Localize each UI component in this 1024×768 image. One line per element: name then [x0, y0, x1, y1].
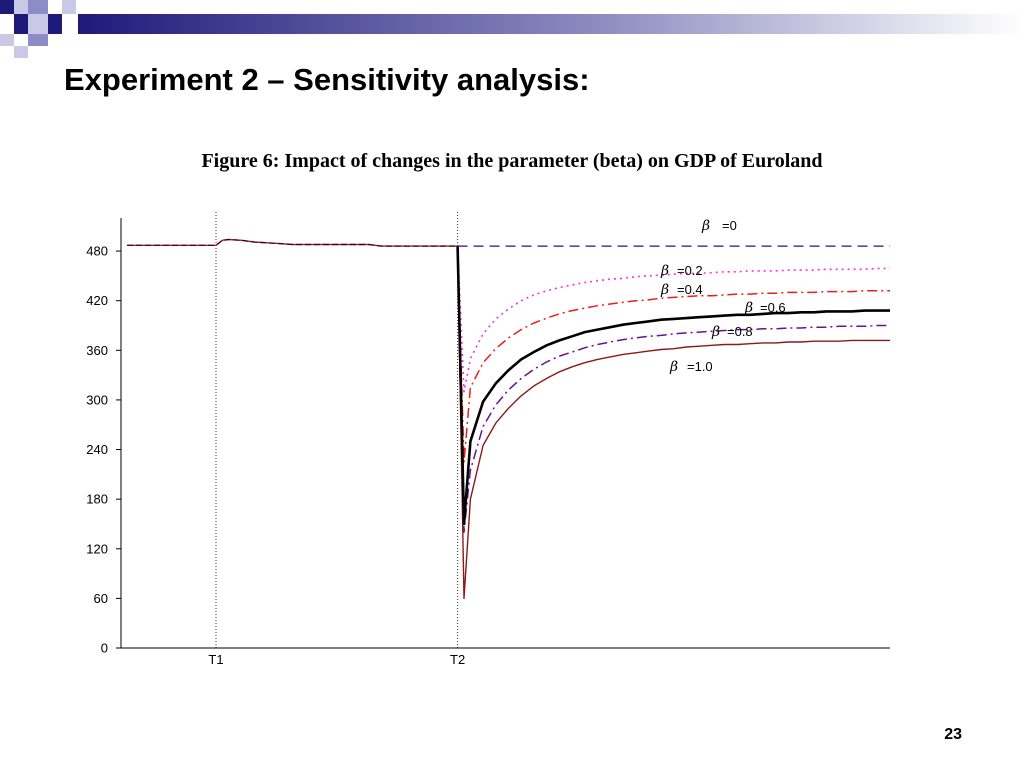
y-tick-label: 300	[86, 392, 108, 407]
page-number: 23	[944, 726, 962, 743]
slide-title: Experiment 2 – Sensitivity analysis:	[64, 62, 590, 97]
legend-beta-symbol: β	[711, 324, 720, 340]
y-tick-label: 60	[94, 591, 108, 606]
y-tick-label: 180	[86, 492, 108, 507]
series-line-beta-0-4	[456, 246, 890, 463]
y-tick-label: 480	[86, 244, 108, 259]
x-tick-label: T2	[450, 652, 465, 667]
y-tick-label: 240	[86, 442, 108, 457]
y-tick-label: 120	[86, 541, 108, 556]
series-line-beta-1-0	[456, 246, 890, 600]
x-tick-label: T1	[208, 652, 223, 667]
baseline-line-overlay	[127, 238, 458, 247]
legend-beta-symbol: β	[669, 359, 678, 375]
series-line-beta-0-8	[456, 246, 890, 533]
series-line-beta-0-6	[456, 246, 890, 526]
legend-beta-symbol: β	[701, 218, 710, 234]
header-decoration	[0, 0, 1024, 58]
figure-caption: Figure 6: Impact of changes in the param…	[201, 150, 823, 172]
legend-label: =0.8	[727, 324, 753, 339]
legend-label: =1.0	[687, 359, 713, 374]
legend-label: =0.6	[760, 300, 786, 315]
legend-label: =0.4	[677, 282, 703, 297]
legend-beta-symbol: β	[660, 282, 669, 298]
legend-label: =0	[722, 218, 737, 233]
y-tick-label: 360	[86, 343, 108, 358]
legend-beta-symbol: β	[744, 300, 753, 316]
legend-label: =0.2	[677, 263, 703, 278]
y-tick-label: 420	[86, 293, 108, 308]
y-tick-label: 0	[101, 641, 108, 656]
legend-beta-symbol: β	[660, 263, 669, 279]
